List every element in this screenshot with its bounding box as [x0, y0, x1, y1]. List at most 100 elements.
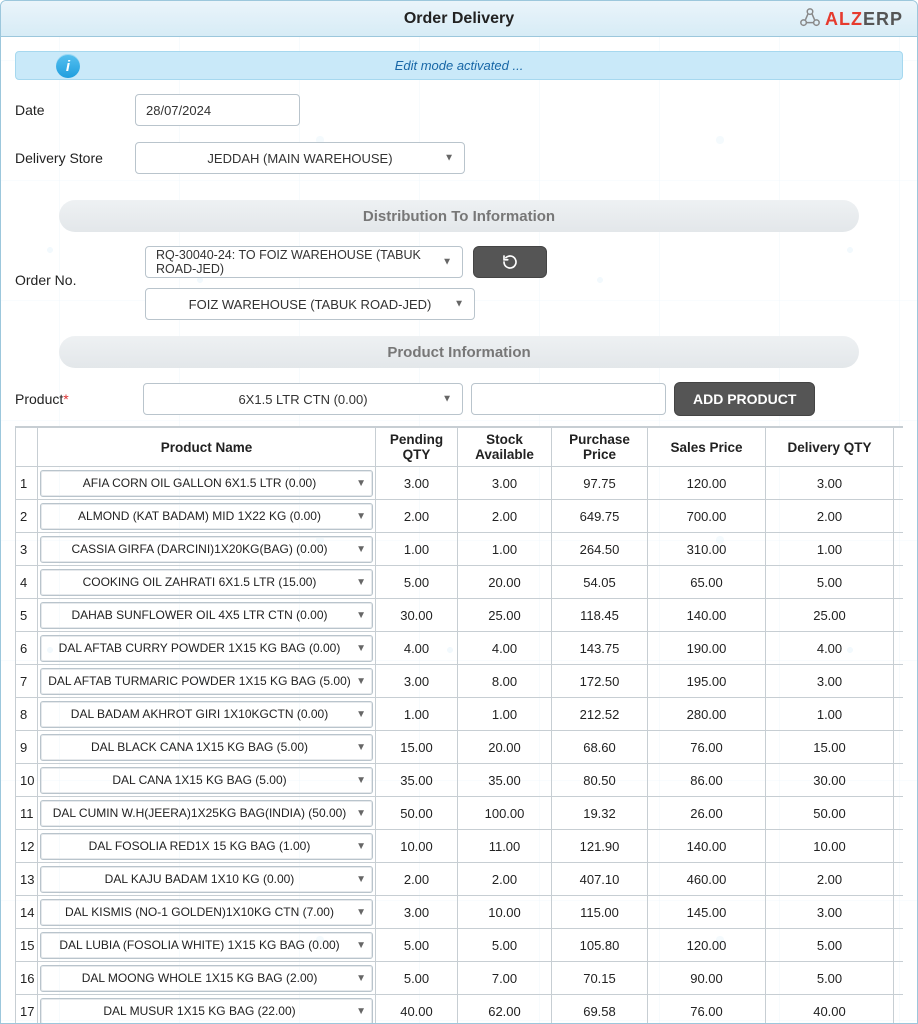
col-product-name: Product Name: [38, 428, 376, 467]
content: i Edit mode activated ... Date Delivery …: [1, 37, 917, 1023]
row-product-select[interactable]: ALMOND (KAT BADAM) MID 1X22 KG (0.00)▼: [40, 503, 373, 530]
row-pending-qty: 3.00: [376, 665, 458, 698]
col-stock-available: Stock Available: [458, 428, 552, 467]
row-product-select[interactable]: DAL BLACK CANA 1X15 KG BAG (5.00)▼: [40, 734, 373, 761]
table-row: 2ALMOND (KAT BADAM) MID 1X22 KG (0.00)▼2…: [16, 500, 904, 533]
row-sales-price: 195.00: [648, 665, 766, 698]
row-index: 8: [16, 698, 38, 731]
row-purchase-price: 69.58: [552, 995, 648, 1024]
row-purchase-price: 115.00: [552, 896, 648, 929]
row-product-name: COOKING OIL ZAHRATI 6X1.5 LTR (15.00): [83, 575, 317, 589]
row-product-select[interactable]: DAL MOONG WHOLE 1X15 KG BAG (2.00)▼: [40, 965, 373, 992]
product-extra-input[interactable]: [471, 383, 666, 415]
chevron-down-icon: ▼: [356, 676, 366, 687]
chevron-down-icon: ▼: [356, 478, 366, 489]
row-product-select[interactable]: DAL FOSOLIA RED1X 15 KG BAG (1.00)▼: [40, 833, 373, 860]
store-select[interactable]: JEDDAH (MAIN WAREHOUSE) ▼: [135, 142, 465, 174]
row-product-select[interactable]: DAHAB SUNFLOWER OIL 4X5 LTR CTN (0.00)▼: [40, 602, 373, 629]
row-product-select[interactable]: DAL AFTAB CURRY POWDER 1X15 KG BAG (0.00…: [40, 635, 373, 662]
row-purchase-price: 54.05: [552, 566, 648, 599]
row-product-select[interactable]: DAL LUBIA (FOSOLIA WHITE) 1X15 KG BAG (0…: [40, 932, 373, 959]
row-delivery-qty: 3.00: [766, 467, 894, 500]
row-pending-qty: 1.00: [376, 533, 458, 566]
titlebar: Order Delivery ALZERP: [1, 1, 917, 37]
row-purchase-price: 97.75: [552, 467, 648, 500]
row-stock-available: 1.00: [458, 533, 552, 566]
row-purchase-price: 118.45: [552, 599, 648, 632]
table-row: 11DAL CUMIN W.H(JEERA)1X25KG BAG(INDIA) …: [16, 797, 904, 830]
row-product-name: DAL BLACK CANA 1X15 KG BAG (5.00): [91, 740, 308, 754]
product-table-wrap: Product Name Pending QTY Stock Available…: [15, 426, 903, 1023]
table-row: 13DAL KAJU BADAM 1X10 KG (0.00)▼2.002.00…: [16, 863, 904, 896]
product-row: Product* 6X1.5 LTR CTN (0.00) ▼ ADD PROD…: [15, 382, 903, 416]
logo: ALZERP: [799, 7, 903, 32]
order-request-value: RQ-30040-24: TO FOIZ WAREHOUSE (TABUK RO…: [156, 248, 452, 276]
row-product-select[interactable]: DAL MUSUR 1X15 KG BAG (22.00)▼: [40, 998, 373, 1024]
row-stock-available: 1.00: [458, 698, 552, 731]
row-pending-qty: 3.00: [376, 467, 458, 500]
row-stock-available: 2.00: [458, 500, 552, 533]
row-sales-price: 140.00: [648, 599, 766, 632]
row-index: 3: [16, 533, 38, 566]
notice-bar: i Edit mode activated ...: [15, 51, 903, 80]
refresh-button[interactable]: [473, 246, 547, 278]
row-index: 1: [16, 467, 38, 500]
row-pending-qty: 30.00: [376, 599, 458, 632]
chevron-down-icon: ▼: [356, 610, 366, 621]
chevron-down-icon: ▼: [442, 394, 452, 405]
row-delivery-qty: 30.00: [766, 764, 894, 797]
product-select[interactable]: 6X1.5 LTR CTN (0.00) ▼: [143, 383, 463, 415]
row-stock-available: 62.00: [458, 995, 552, 1024]
chevron-down-icon: ▼: [356, 775, 366, 786]
row-sales-price: 190.00: [648, 632, 766, 665]
info-icon: i: [56, 54, 80, 78]
row-index: 10: [16, 764, 38, 797]
row-index: 13: [16, 863, 38, 896]
add-product-button[interactable]: ADD PRODUCT: [674, 382, 815, 416]
product-value: 6X1.5 LTR CTN (0.00): [238, 392, 367, 407]
row-product-select[interactable]: DAL CUMIN W.H(JEERA)1X25KG BAG(INDIA) (5…: [40, 800, 373, 827]
row-product-select[interactable]: AFIA CORN OIL GALLON 6X1.5 LTR (0.00)▼: [40, 470, 373, 497]
row-sales-price: 86.00: [648, 764, 766, 797]
row-product-name: DAL FOSOLIA RED1X 15 KG BAG (1.00): [89, 839, 311, 853]
row-purchase-price: 68.60: [552, 731, 648, 764]
row-sales-price: 145.00: [648, 896, 766, 929]
row-product-name: DAL MUSUR 1X15 KG BAG (22.00): [103, 1004, 295, 1018]
row-product-select[interactable]: DAL CANA 1X15 KG BAG (5.00)▼: [40, 767, 373, 794]
row-stock-available: 7.00: [458, 962, 552, 995]
row-pending-qty: 2.00: [376, 863, 458, 896]
table-row: 6DAL AFTAB CURRY POWDER 1X15 KG BAG (0.0…: [16, 632, 904, 665]
row-index: 6: [16, 632, 38, 665]
row-product-select[interactable]: DAL AFTAB TURMARIC POWDER 1X15 KG BAG (5…: [40, 668, 373, 695]
row-sales-price: 140.00: [648, 830, 766, 863]
row-product-name: DAL KAJU BADAM 1X10 KG (0.00): [105, 872, 295, 886]
table-row: 15DAL LUBIA (FOSOLIA WHITE) 1X15 KG BAG …: [16, 929, 904, 962]
row-product-select[interactable]: CASSIA GIRFA (DARCINI)1X20KG(BAG) (0.00)…: [40, 536, 373, 563]
row-product-select[interactable]: DAL BADAM AKHROT GIRI 1X10KGCTN (0.00)▼: [40, 701, 373, 728]
row-pending-qty: 35.00: [376, 764, 458, 797]
table-row: 10DAL CANA 1X15 KG BAG (5.00)▼35.0035.00…: [16, 764, 904, 797]
order-request-select[interactable]: RQ-30040-24: TO FOIZ WAREHOUSE (TABUK RO…: [145, 246, 463, 278]
row-purchase-price: 212.52: [552, 698, 648, 731]
row-sales-price: 76.00: [648, 995, 766, 1024]
table-row: 8DAL BADAM AKHROT GIRI 1X10KGCTN (0.00)▼…: [16, 698, 904, 731]
row-stock-available: 25.00: [458, 599, 552, 632]
row-index: 16: [16, 962, 38, 995]
row-product-select[interactable]: COOKING OIL ZAHRATI 6X1.5 LTR (15.00)▼: [40, 569, 373, 596]
row-stock-available: 10.00: [458, 896, 552, 929]
table-row: 3CASSIA GIRFA (DARCINI)1X20KG(BAG) (0.00…: [16, 533, 904, 566]
table-row: 5DAHAB SUNFLOWER OIL 4X5 LTR CTN (0.00)▼…: [16, 599, 904, 632]
row-product-select[interactable]: DAL KISMIS (NO-1 GOLDEN)1X10KG CTN (7.00…: [40, 899, 373, 926]
row-index: 4: [16, 566, 38, 599]
order-warehouse-select[interactable]: FOIZ WAREHOUSE (TABUK ROAD-JED) ▼: [145, 288, 475, 320]
row-purchase-price: 19.32: [552, 797, 648, 830]
table-row: 16DAL MOONG WHOLE 1X15 KG BAG (2.00)▼5.0…: [16, 962, 904, 995]
row-product-name: DAL LUBIA (FOSOLIA WHITE) 1X15 KG BAG (0…: [59, 938, 339, 952]
row-product-select[interactable]: DAL KAJU BADAM 1X10 KG (0.00)▼: [40, 866, 373, 893]
date-input[interactable]: [135, 94, 300, 126]
table-row: 1AFIA CORN OIL GALLON 6X1.5 LTR (0.00)▼3…: [16, 467, 904, 500]
logo-text: ALZERP: [825, 9, 903, 30]
row-pending-qty: 40.00: [376, 995, 458, 1024]
row-product-name: DAL KISMIS (NO-1 GOLDEN)1X10KG CTN (7.00…: [65, 905, 334, 919]
row-purchase-price: 172.50: [552, 665, 648, 698]
